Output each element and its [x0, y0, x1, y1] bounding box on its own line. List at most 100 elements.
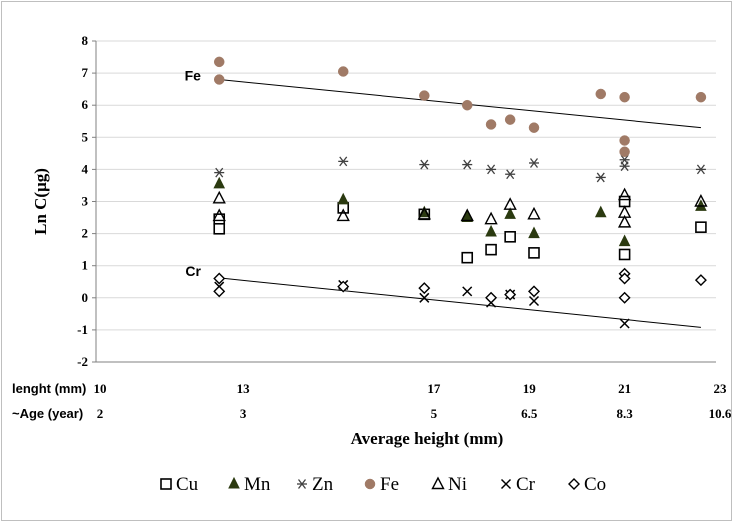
point-co [213, 272, 226, 285]
point-cr [462, 286, 473, 297]
point-zn [595, 172, 606, 183]
legend-label-ni: Ni [448, 474, 467, 495]
legend-marker-co [568, 478, 580, 490]
annotation-fe: Fe [185, 67, 202, 83]
point-mn [485, 224, 497, 237]
point-mn [528, 226, 540, 239]
x-tick-label: 19 [523, 381, 537, 396]
y-tick-label: 2 [82, 226, 89, 241]
point-zn [462, 159, 473, 170]
legend-label-cu: Cu [176, 474, 199, 495]
axes [92, 40, 716, 363]
x-tick-label: 8.3 [616, 406, 633, 421]
point-cu [618, 195, 631, 208]
point-zn [505, 169, 516, 180]
x-tick-label: 5 [431, 406, 438, 421]
point-cu [485, 243, 497, 256]
x-row-label: lenght (mm) [12, 381, 86, 396]
x-tick-label: 10 [94, 381, 107, 396]
point-cu [618, 248, 631, 261]
legend-marker-ni [431, 476, 445, 490]
point-cu [213, 222, 226, 235]
point-co [618, 272, 631, 285]
y-tick-label: 6 [82, 97, 89, 112]
data-points [212, 56, 708, 329]
point-mn [337, 192, 350, 205]
y-tick-label: 8 [82, 33, 89, 48]
point-zn [619, 154, 630, 165]
point-ni [503, 197, 517, 210]
legend-item-fe: Fe [364, 474, 399, 495]
x-tick-label: 3 [240, 406, 247, 421]
point-fe [213, 56, 225, 68]
point-mn [461, 210, 474, 223]
point-co [337, 280, 350, 293]
legend-label-fe: Fe [380, 474, 399, 495]
point-zn [419, 159, 430, 170]
x-tick-label: 2 [97, 406, 104, 421]
x-tick-label: 21 [618, 381, 631, 396]
point-ni [212, 190, 226, 204]
point-fe [337, 66, 349, 77]
point-co [418, 282, 431, 295]
x-row-label: ~Age (year) [12, 406, 83, 421]
point-co [213, 285, 226, 298]
point-fe [619, 91, 630, 103]
legend-marker-cr [500, 478, 512, 490]
legend-marker-fe [364, 478, 376, 490]
y-tick-label: 4 [82, 161, 89, 176]
point-mn [594, 205, 607, 218]
point-fe [504, 114, 516, 125]
point-fe [695, 91, 707, 103]
point-cu [461, 251, 474, 264]
point-cr [528, 295, 540, 307]
point-ni [617, 214, 632, 228]
point-co [504, 288, 517, 301]
point-zn [214, 167, 225, 178]
point-mn [504, 207, 516, 219]
y-tick-label: 7 [82, 65, 89, 80]
point-co [618, 291, 631, 304]
point-co [694, 274, 707, 287]
y-tick-label: 1 [82, 258, 89, 273]
x-tick-label: 13 [237, 381, 251, 396]
point-fe [595, 88, 607, 100]
legend-item-cr: Cr [500, 474, 536, 495]
legend: Cu Mn Zn Fe Ni Cr Co [160, 474, 606, 495]
annotation-cr: Cr [185, 263, 201, 279]
point-zn [695, 164, 706, 175]
point-cu [504, 231, 516, 243]
point-fe [461, 99, 473, 111]
legend-marker-cu [160, 478, 172, 490]
point-fe [419, 90, 430, 101]
legend-item-cu: Cu [160, 474, 199, 495]
point-cu [528, 247, 540, 259]
point-fe [619, 146, 630, 157]
point-fe [619, 135, 630, 146]
point-cr [619, 318, 630, 329]
point-fe [213, 74, 225, 85]
x-tick-label: 10.6 [709, 406, 732, 421]
point-cu [695, 221, 707, 233]
y-tick-label: -2 [77, 354, 88, 369]
legend-item-ni: Ni [431, 474, 467, 495]
point-mn [618, 234, 631, 247]
point-ni [417, 206, 431, 220]
legend-item-co: Co [568, 474, 606, 495]
point-co [528, 285, 540, 298]
point-fe [528, 122, 540, 133]
legend-label-zn: Zn [312, 474, 334, 495]
point-ni [694, 193, 708, 207]
point-mn [213, 176, 226, 189]
legend-marker-mn [228, 476, 240, 489]
legend-label-mn: Mn [244, 474, 271, 495]
legend-label-cr: Cr [516, 474, 536, 495]
legend-marker-zn [297, 479, 307, 489]
y-tick-label: 3 [82, 194, 89, 209]
x-tick-label: 17 [427, 381, 441, 396]
point-ni [527, 206, 541, 220]
legend-item-zn: Zn [297, 474, 334, 495]
